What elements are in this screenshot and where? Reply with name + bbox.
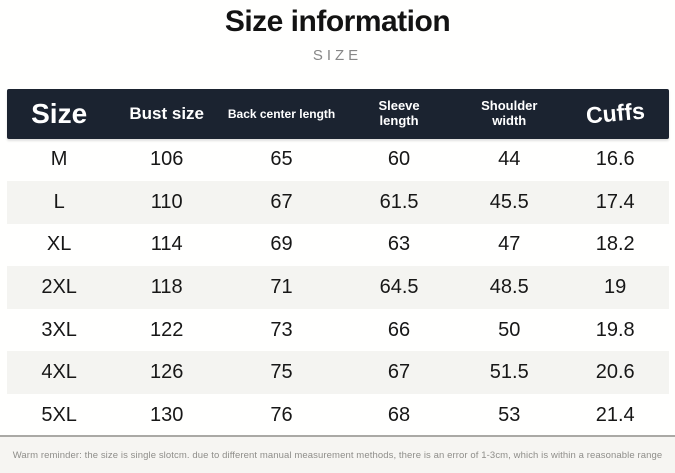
table-row-4xl: 4XL 126 75 67 51.5 20.6: [6, 351, 669, 395]
cell-back: 69: [270, 233, 293, 256]
cell-size: M: [50, 148, 68, 171]
cell-shoulder: 51.5: [489, 361, 529, 384]
column-header-back-center-length: Back center length: [227, 106, 336, 121]
cell-shoulder: 48.5: [489, 276, 529, 299]
cell-shoulder: 53: [498, 403, 521, 426]
cell-sleeve: 68: [387, 403, 411, 426]
cell-shoulder: 47: [498, 233, 521, 256]
size-chart-table: Size Bust size Back center length Sleeve…: [6, 88, 669, 437]
cell-bust: 110: [150, 190, 183, 213]
warm-reminder-strip: Warm reminder: the size is single slotcm…: [0, 435, 675, 473]
cell-cuffs: 17.4: [595, 190, 635, 213]
cell-shoulder: 45.5: [489, 190, 529, 213]
cell-cuffs: 21.4: [595, 403, 635, 426]
cell-size: 5XL: [41, 403, 77, 426]
cell-cuffs: 18.2: [595, 233, 635, 256]
cell-bust: 122: [150, 318, 184, 341]
cell-back: 65: [270, 148, 293, 171]
cell-back: 75: [270, 361, 293, 384]
cell-cuffs: 19: [604, 276, 627, 299]
table-row-l: L 110 67 61.5 45.5 17.4: [6, 181, 669, 224]
cell-shoulder: 44: [498, 148, 521, 171]
cell-size: L: [53, 190, 65, 213]
cell-sleeve: 66: [387, 318, 411, 341]
cell-size: 4XL: [41, 361, 77, 384]
cell-cuffs: 16.6: [595, 148, 635, 171]
cell-sleeve: 60: [387, 148, 411, 171]
warm-reminder-text: Warm reminder: the size is single slotcm…: [12, 449, 663, 461]
column-header-bust-size: Bust size: [129, 103, 205, 123]
table-row-m: M 106 65 60 44 16.6: [7, 139, 669, 182]
column-header-sleeve-length: Sleeve length: [378, 97, 420, 128]
cell-back: 73: [270, 318, 293, 341]
cell-size: 3XL: [41, 318, 77, 341]
cell-bust: 118: [150, 276, 183, 299]
cell-sleeve: 67: [387, 361, 411, 384]
cell-bust: 106: [150, 148, 184, 171]
column-header-shoulder-width: Shoulder width: [481, 97, 538, 128]
table-row-5xl: 5XL 130 76 68 53 21.4: [7, 394, 669, 437]
table-row-xl: XL 114 69 63 47 18.2: [7, 224, 669, 267]
title-block: Size information SIZE: [0, 0, 675, 64]
table-body: M 106 65 60 44 16.6 L 110 67 61.5 45.5 1…: [6, 139, 669, 437]
column-header-size: Size: [31, 97, 88, 129]
cell-size: 2XL: [41, 276, 77, 299]
cell-back: 76: [270, 403, 293, 426]
cell-back: 71: [270, 276, 293, 299]
cell-bust: 114: [150, 233, 183, 256]
cell-cuffs: 20.6: [595, 361, 635, 384]
cell-back: 67: [270, 190, 293, 213]
cell-sleeve: 61.5: [379, 190, 419, 213]
cell-cuffs: 19.8: [595, 318, 635, 341]
cell-sleeve: 64.5: [379, 276, 419, 299]
column-header-cuffs: Cuffs: [584, 97, 646, 129]
cell-bust: 126: [150, 361, 184, 384]
table-row-3xl: 3XL 122 73 66 50 19.8: [7, 309, 669, 352]
page-subtitle: SIZE: [312, 46, 363, 64]
cell-size: XL: [46, 233, 72, 256]
cell-shoulder: 50: [498, 318, 521, 341]
table-header-row: Size Bust size Back center length Sleeve…: [6, 88, 669, 139]
table-row-2xl: 2XL 118 71 64.5 48.5 19: [6, 266, 669, 309]
cell-sleeve: 63: [387, 233, 411, 256]
page-title: Size information: [224, 5, 451, 38]
cell-bust: 130: [150, 403, 184, 426]
